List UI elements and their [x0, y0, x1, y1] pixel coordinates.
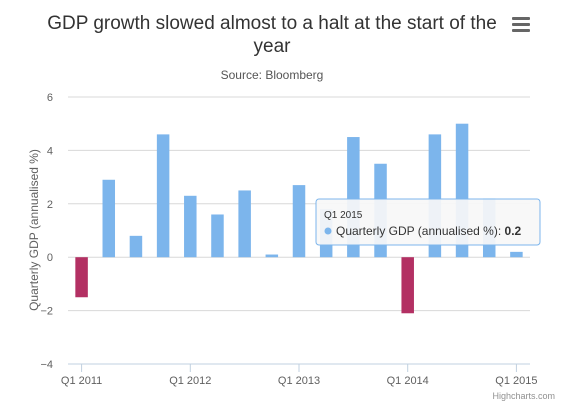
x-tick-label: Q1 2011 — [61, 375, 102, 387]
bar-q2-2011[interactable] — [102, 179, 116, 258]
tooltip-series-line: Quarterly GDP (annualised %): 0.2 — [336, 224, 522, 238]
y-tick-label: −4 — [40, 359, 53, 371]
bar-q4-2011[interactable] — [156, 134, 170, 258]
y-tick-label: 6 — [47, 92, 53, 104]
x-axis: Q1 2011 Q1 2012 Q1 2013 Q1 2014 Q1 2015 — [61, 363, 538, 387]
chart-title-line-2: year — [254, 36, 292, 57]
x-tick-label: Q1 2012 — [169, 375, 211, 387]
y-tick-label: 4 — [47, 145, 53, 157]
tooltip-series-marker — [324, 227, 332, 235]
bar-q1-2015[interactable] — [510, 251, 523, 258]
bar-q2-2012[interactable] — [211, 214, 224, 258]
credits-link[interactable]: Highcharts.com — [492, 391, 555, 401]
bar-q1-2012[interactable] — [184, 195, 197, 258]
x-tick-label: Q1 2014 — [387, 375, 429, 387]
bar-q1-2013[interactable] — [292, 185, 306, 258]
bar-q3-2012[interactable] — [238, 190, 251, 258]
tooltip-series-name: Quarterly GDP (annualised %) — [336, 224, 498, 238]
bar-q4-2012[interactable] — [265, 254, 279, 258]
bar-q1-2011[interactable] — [75, 257, 88, 298]
y-axis-title: Quarterly GDP (annualised %) — [27, 149, 41, 311]
x-tick-label: Q1 2015 — [495, 375, 537, 387]
tooltip-header: Q1 2015 — [324, 210, 363, 221]
y-tick-label: 0 — [47, 252, 53, 264]
hamburger-menu-icon[interactable] — [509, 14, 533, 36]
y-axis: −4 −2 0 2 4 6 — [40, 92, 53, 371]
y-tick-label: 2 — [47, 199, 53, 211]
chart-subtitle: Source: Bloomberg — [221, 68, 324, 82]
tooltip: Q1 2015 Quarterly GDP (annualised %): 0.… — [315, 198, 541, 246]
tooltip-value: 0.2 — [505, 224, 522, 238]
bar-q1-2014[interactable] — [401, 257, 414, 314]
bar-q3-2011[interactable] — [129, 235, 143, 258]
chart-title-line-1: GDP growth slowed almost to a halt at th… — [47, 13, 497, 34]
tooltip-box — [315, 198, 541, 246]
y-tick-label: −2 — [40, 306, 53, 318]
x-tick-label: Q1 2013 — [278, 375, 320, 387]
